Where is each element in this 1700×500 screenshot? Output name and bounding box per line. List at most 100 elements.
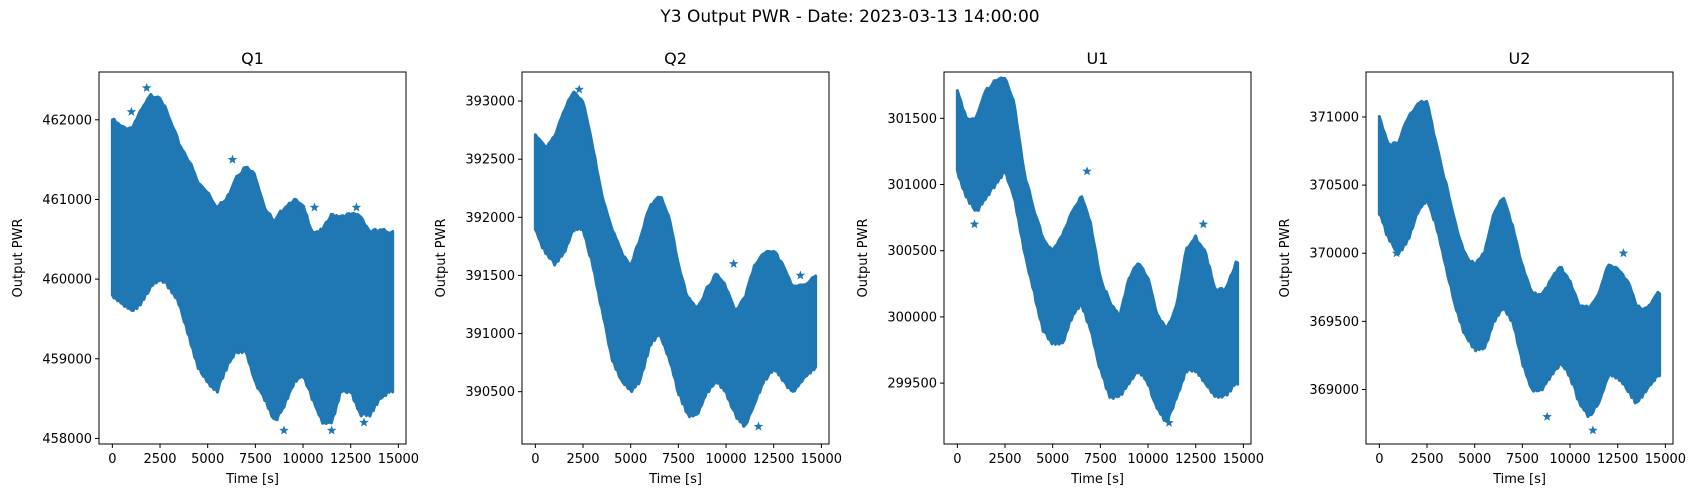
x-tick-label: 10000: [1127, 452, 1168, 467]
data-layer: [110, 82, 395, 435]
y-tick-label: 393000: [465, 95, 515, 110]
x-tick-label: 0: [1375, 452, 1383, 467]
outlier-point: [753, 421, 764, 431]
x-tick-label: 12500: [1597, 452, 1638, 467]
y-tick-label: 369000: [1309, 383, 1359, 398]
data-layer: [1377, 99, 1662, 435]
subplot-title: U2: [1509, 49, 1531, 68]
y-tick-label: 370500: [1309, 179, 1359, 194]
outlier-point: [359, 417, 369, 427]
outlier-point: [296, 202, 306, 212]
x-tick-label: 5000: [1036, 452, 1069, 467]
y-tick-label: 392500: [465, 153, 515, 168]
outlier-point: [309, 202, 320, 212]
x-tick-label: 5000: [1458, 452, 1491, 467]
outlier-point: [795, 270, 806, 280]
subplot-q2: 0 2500 5000 7500 10000 12500 15000 390500 391000…: [434, 49, 842, 487]
outlier-point: [566, 223, 577, 233]
y-tick-label: 460000: [42, 273, 92, 288]
y-axis-label: Output PWR: [1278, 218, 1293, 297]
y-tick-label: 461000: [42, 193, 92, 208]
outlier-point: [1082, 166, 1092, 176]
data-layer: [533, 84, 818, 431]
subplot-u1: 0 2500 5000 7500 10000 12500 15000 299500 300000…: [856, 49, 1264, 487]
x-tick-label: 5000: [191, 452, 224, 467]
y-tick-label: 370000: [1309, 247, 1359, 262]
x-axis-label: Time [s]: [1492, 472, 1546, 487]
outlier-point: [728, 258, 739, 268]
outlier-point: [227, 154, 238, 164]
y-tick-label: 462000: [42, 113, 92, 128]
scatter-points: [110, 92, 395, 425]
outlier-point: [351, 202, 362, 212]
y-tick-label: 301000: [887, 178, 937, 193]
y-axis-label: Output PWR: [856, 218, 871, 297]
subplot-title: Q2: [664, 49, 687, 68]
x-tick-label: 7500: [1084, 452, 1117, 467]
outlier-point: [1618, 248, 1629, 258]
x-tick-label: 12500: [1175, 452, 1216, 467]
x-tick-label: 2500: [143, 452, 176, 467]
axes-frame: [98, 71, 407, 445]
outlier-point: [969, 219, 980, 229]
x-tick-label: 7500: [662, 452, 695, 467]
y-tick-label: 391000: [465, 327, 515, 342]
scatter-points: [955, 76, 1240, 424]
outlier-point: [1588, 425, 1598, 435]
x-tick-label: 0: [953, 452, 961, 467]
scatter-points: [1377, 99, 1662, 418]
x-axis-label: Time [s]: [648, 472, 702, 487]
outlier-point: [1164, 417, 1174, 427]
x-tick-label: 15000: [801, 452, 842, 467]
x-tick-label: 15000: [1223, 452, 1264, 467]
subplot-u2: 0 2500 5000 7500 10000 12500 15000 369000 369500…: [1278, 49, 1686, 487]
x-tick-label: 7500: [1506, 452, 1539, 467]
y-tick-label: 458000: [42, 432, 92, 447]
x-tick-label: 15000: [1645, 452, 1686, 467]
outlier-point: [574, 84, 584, 94]
x-tick-label: 0: [531, 452, 539, 467]
outlier-point: [141, 82, 152, 92]
outlier-point: [1198, 219, 1209, 229]
x-tick-label: 10000: [705, 452, 746, 467]
x-axis-label: Time [s]: [1070, 472, 1124, 487]
x-tick-label: 12500: [753, 452, 794, 467]
y-tick-label: 369500: [1309, 315, 1359, 330]
y-tick-label: 391500: [465, 269, 515, 284]
subplot-q1: 0 2500 5000 7500 10000 12500 15000 458000 459000…: [11, 49, 419, 487]
outlier-point: [326, 425, 337, 435]
x-tick-label: 2500: [1410, 452, 1443, 467]
axes-frame: [521, 71, 830, 445]
y-tick-label: 371000: [1309, 110, 1359, 125]
axes-frame: [1365, 71, 1674, 445]
y-tick-label: 459000: [42, 352, 92, 367]
subplot-title: Q1: [241, 49, 264, 68]
data-layer: [955, 76, 1240, 427]
y-tick-label: 301500: [887, 112, 937, 127]
outlier-point: [1542, 411, 1552, 421]
x-tick-label: 10000: [282, 452, 323, 467]
y-tick-label: 299500: [887, 377, 937, 392]
y-tick-label: 392000: [465, 211, 515, 226]
subplot-title: U1: [1087, 49, 1109, 68]
outlier-point: [1391, 248, 1402, 258]
x-tick-label: 2500: [988, 452, 1021, 467]
scatter-points: [533, 90, 818, 428]
x-tick-label: 7500: [239, 452, 272, 467]
x-tick-label: 2500: [566, 452, 599, 467]
y-tick-label: 390500: [465, 385, 515, 400]
x-tick-label: 10000: [1549, 452, 1590, 467]
figure-title: Y3 Output PWR - Date: 2023-03-13 14:00:0…: [660, 7, 1040, 27]
axes-frame: [943, 71, 1252, 445]
x-tick-label: 0: [108, 452, 116, 467]
outlier-point: [279, 425, 289, 435]
x-axis-label: Time [s]: [225, 472, 279, 487]
x-tick-label: 12500: [330, 452, 371, 467]
outlier-point: [126, 106, 137, 116]
y-axis-label: Output PWR: [11, 218, 26, 297]
y-tick-label: 300000: [887, 310, 937, 325]
x-tick-label: 15000: [378, 452, 419, 467]
y-axis-label: Output PWR: [434, 218, 449, 297]
y-tick-label: 300500: [887, 244, 937, 259]
